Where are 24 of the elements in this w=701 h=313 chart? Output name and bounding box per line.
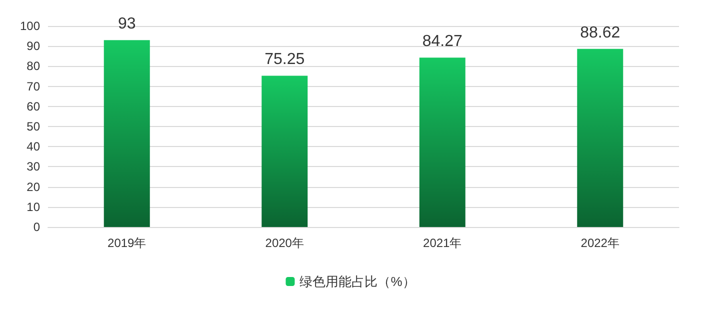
- bar: [262, 76, 308, 227]
- y-tick-label: 0: [33, 220, 40, 234]
- y-tick-label: 80: [26, 59, 40, 74]
- y-tick-label: 20: [26, 180, 40, 194]
- data-label: 84.27: [422, 33, 462, 50]
- x-tick-label: 2019年: [108, 236, 146, 250]
- y-tick-label: 10: [26, 200, 40, 214]
- y-tick-label: 70: [26, 79, 40, 94]
- bar: [104, 40, 150, 227]
- bar: [419, 58, 466, 227]
- bar: [577, 48, 624, 227]
- data-label: 88.62: [580, 24, 620, 42]
- y-tick-label: 30: [26, 160, 40, 174]
- x-tick-label: 2020年: [265, 236, 304, 250]
- y-tick-label: 100: [20, 19, 40, 33]
- y-tick-label: 40: [26, 140, 40, 154]
- legend-label: 绿色用能占比（%）: [300, 274, 416, 289]
- y-tick-label: 60: [26, 99, 40, 114]
- x-tick-label: 2022年: [580, 236, 620, 250]
- y-tick-label: 90: [26, 39, 40, 54]
- data-label: 93: [118, 16, 136, 33]
- data-label: 75.25: [264, 51, 305, 68]
- x-tick-label: 2021年: [423, 236, 462, 250]
- y-tick-label: 50: [26, 120, 40, 134]
